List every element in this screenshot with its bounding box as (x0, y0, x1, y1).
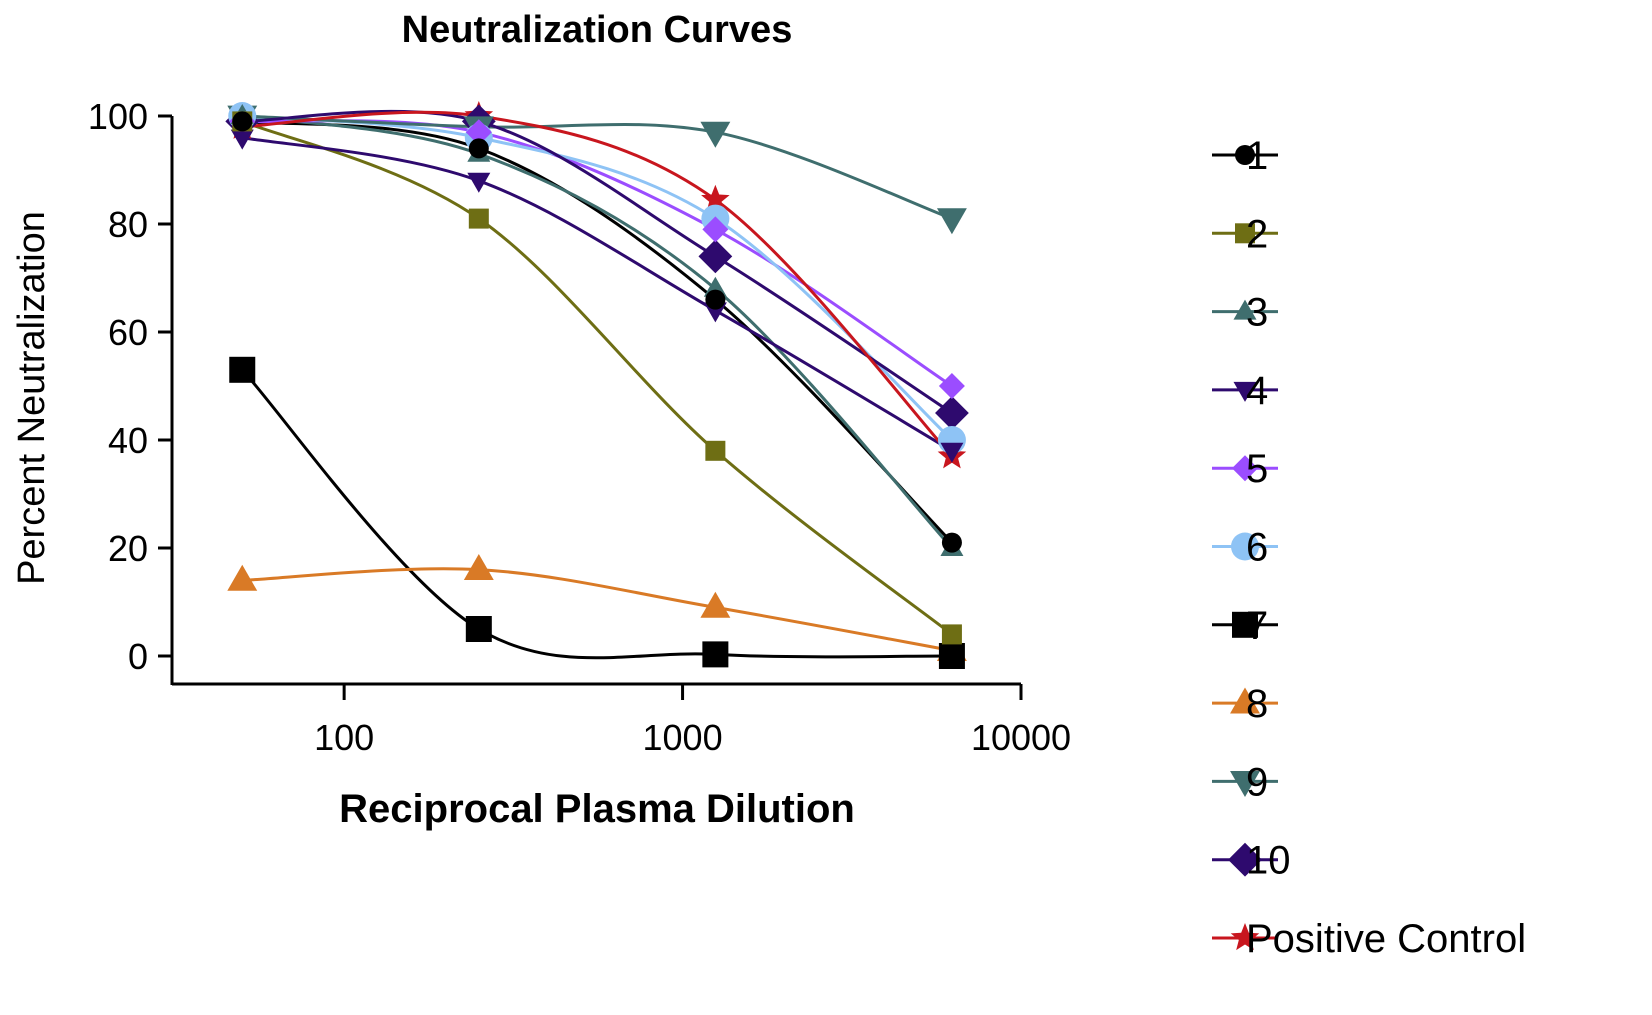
curve-series-Positive Control (242, 110, 954, 458)
axes: 0 20 40 60 80 100 100 1000 10000 (88, 96, 1071, 758)
legend-marker-triangle-down (1233, 381, 1257, 402)
legend-label: 2 (1246, 212, 1268, 256)
legend-label: Positive Control (1246, 917, 1526, 961)
legend-marker-triangle-up-large (1230, 687, 1260, 714)
legend-marker-square (1235, 223, 1255, 244)
y-tick-label: 0 (128, 636, 148, 677)
legend: 1 2 3 4 5 6 7 8 9 10 Positive Control (1212, 134, 1526, 961)
data-point-series-8 (227, 564, 258, 591)
data-point-series-5 (938, 373, 965, 399)
legend-item-1: 1 (1212, 134, 1278, 178)
data-point-series-9 (700, 121, 731, 148)
legend-marker-diamond-large (1228, 842, 1262, 877)
legend-label: 1 (1246, 134, 1268, 178)
data-point-series-1 (705, 289, 726, 310)
legend-item-5: 5 (1212, 447, 1278, 491)
data-point-series-9 (936, 208, 967, 235)
legend-marker-triangle-up (1233, 299, 1257, 320)
legend-label: 5 (1246, 447, 1268, 491)
legend-item-7: 7 (1212, 604, 1278, 648)
x-tick-label: 1000 (643, 717, 723, 758)
curve-series-10 (242, 109, 953, 415)
data-point-series-2 (705, 440, 726, 461)
legend-item-3: 3 (1212, 291, 1278, 335)
y-tick-label: 100 (88, 96, 148, 137)
x-tick-label: 100 (314, 717, 374, 758)
data-point-series-7 (702, 641, 729, 668)
legend-label: 10 (1246, 839, 1291, 883)
data-point-series-8 (463, 554, 494, 580)
y-axis-label: Percent Neutralization (11, 211, 53, 585)
legend-marker-square-large (1232, 611, 1258, 638)
data-point-series-4 (467, 172, 491, 193)
legend-marker-triangle-down-large (1230, 771, 1260, 797)
y-tick-label: 40 (108, 420, 148, 461)
legend-item-4: 4 (1212, 369, 1278, 413)
y-tick-label: 60 (108, 312, 148, 353)
legend-item-8: 8 (1212, 682, 1278, 726)
legend-marker-circle (1235, 145, 1255, 165)
data-point-series-7 (465, 616, 492, 642)
data-points (225, 101, 969, 669)
x-tick-label: 10000 (971, 717, 1071, 758)
curve-series-6 (242, 114, 953, 442)
legend-item-10: 10 (1212, 839, 1291, 883)
data-point-series-10 (935, 396, 969, 430)
legend-item-6: 6 (1212, 526, 1278, 570)
data-point-series-4 (230, 129, 254, 150)
legend-label: 8 (1246, 682, 1268, 726)
data-point-series-1 (468, 138, 489, 159)
curve-series-2 (241, 120, 953, 636)
curve-series-7 (241, 368, 952, 660)
data-point-series-5 (702, 216, 729, 243)
curve-series-9 (242, 114, 953, 221)
curve-series-3 (242, 114, 954, 550)
legend-label: 6 (1246, 526, 1268, 570)
x-axis-label: Reciprocal Plasma Dilution (339, 787, 855, 831)
legend-label: 3 (1246, 291, 1268, 335)
data-point-series-2 (941, 624, 962, 645)
curve-series-4 (241, 136, 953, 453)
legend-marker-diamond (1232, 455, 1258, 482)
curve-series-8 (242, 567, 953, 653)
legend-item-Positive Control: Positive Control (1212, 917, 1526, 961)
data-point-series-10 (698, 239, 733, 274)
legend-label: 9 (1246, 760, 1268, 804)
curve-series-1 (242, 119, 953, 544)
legend-item-2: 2 (1212, 212, 1278, 256)
data-point-series-5 (465, 119, 492, 146)
y-tick-label: 20 (108, 528, 148, 569)
data-point-series-Positive Control (701, 184, 730, 212)
legend-item-9: 9 (1212, 760, 1278, 804)
legend-marker-star (1230, 923, 1260, 951)
data-point-series-8 (700, 591, 731, 618)
legend-label: 4 (1246, 369, 1268, 413)
data-point-series-2 (468, 208, 489, 229)
data-point-series-1 (941, 532, 962, 553)
data-point-series-7 (938, 643, 965, 669)
data-point-series-4 (940, 442, 964, 463)
y-tick-label: 80 (108, 204, 148, 245)
legend-label: 7 (1246, 604, 1268, 648)
data-point-series-7 (229, 356, 256, 383)
chart-title: Neutralization Curves (402, 9, 793, 51)
data-point-series-1 (232, 111, 253, 132)
legend-marker-circle-large (1231, 532, 1259, 561)
curves (241, 109, 954, 660)
curve-series-5 (242, 119, 953, 388)
